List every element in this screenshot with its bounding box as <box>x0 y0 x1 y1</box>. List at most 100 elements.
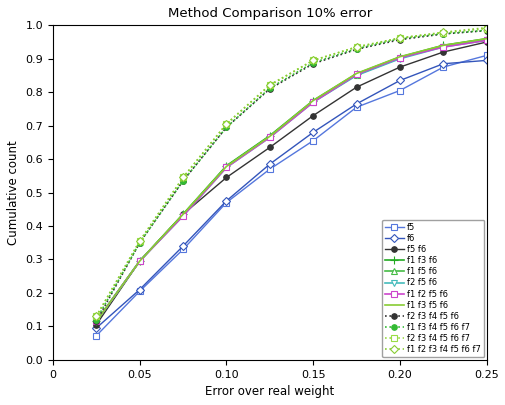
f2 f5 f6 <box>483 38 489 43</box>
f1 f2 f3 f4 f5 f6 f7 <box>223 122 229 126</box>
f1 f3 f5 f6 <box>266 134 272 139</box>
f1 f3 f5 f6 <box>439 43 445 48</box>
f2 f5 f6 <box>266 135 272 140</box>
f2 f5 f6 <box>180 213 186 218</box>
f1 f3 f5 f6 <box>136 259 142 264</box>
Line: f1 f2 f5 f6: f1 f2 f5 f6 <box>93 38 488 324</box>
Legend: f5, f6, f5 f6, f1 f3 f6, f1 f5 f6, f2 f5 f6, f1 f2 f5 f6, f1 f3 f5 f6, f2 f3 f4 : f5, f6, f5 f6, f1 f3 f6, f1 f5 f6, f2 f5… <box>381 220 483 357</box>
f1 f3 f4 f5 f6 f7 <box>396 36 402 41</box>
f1 f2 f3 f4 f5 f6 f7 <box>483 25 489 30</box>
f5 <box>353 105 359 110</box>
f2 f3 f4 f5 f6 <box>353 47 359 52</box>
f1 f3 f6 <box>310 98 316 103</box>
f1 f2 f5 f6 <box>483 38 489 43</box>
f5 f6 <box>483 40 489 45</box>
f1 f3 f4 f5 f6 f7 <box>483 28 489 33</box>
f2 f3 f4 f5 f6 <box>223 125 229 130</box>
f2 f3 f4 f5 f6 <box>310 61 316 66</box>
f2 f5 f6 <box>310 100 316 104</box>
f5 f6 <box>310 113 316 118</box>
f1 f3 f6 <box>266 133 272 138</box>
f1 f2 f3 f4 f5 f6 f7 <box>310 58 316 63</box>
f2 f3 f4 f5 f6 f7 <box>136 239 142 243</box>
f1 f3 f6 <box>180 212 186 217</box>
f2 f5 f6 <box>439 45 445 49</box>
f2 f5 f6 <box>136 259 142 264</box>
f2 f3 f4 f5 f6 f7 <box>93 314 99 319</box>
f1 f2 f5 f6 <box>310 100 316 104</box>
f1 f3 f5 f6 <box>310 98 316 103</box>
f1 f3 f4 f5 f6 f7 <box>223 125 229 130</box>
f1 f5 f6 <box>93 319 99 324</box>
f1 f3 f6 <box>353 71 359 76</box>
f5 f6 <box>180 212 186 217</box>
f5 <box>136 289 142 294</box>
f5 <box>223 200 229 205</box>
f5 f6 <box>93 322 99 327</box>
f2 f3 f4 f5 f6 f7 <box>439 30 445 35</box>
Line: f1 f3 f6: f1 f3 f6 <box>92 34 490 326</box>
f1 f2 f3 f4 f5 f6 f7 <box>266 82 272 87</box>
f5 f6 <box>266 145 272 150</box>
f5 f6 <box>396 65 402 70</box>
Line: f5: f5 <box>93 53 488 339</box>
f1 f5 f6 <box>483 37 489 42</box>
f1 f5 f6 <box>396 55 402 60</box>
f1 f3 f5 f6 <box>93 319 99 324</box>
Line: f1 f5 f6: f1 f5 f6 <box>93 36 488 324</box>
f1 f3 f6 <box>136 259 142 264</box>
f5 <box>396 88 402 93</box>
f2 f5 f6 <box>223 165 229 170</box>
f2 f3 f4 f5 f6 <box>439 32 445 36</box>
f1 f2 f5 f6 <box>223 165 229 170</box>
f1 f2 f3 f4 f5 f6 f7 <box>353 45 359 49</box>
f1 f3 f4 f5 f6 f7 <box>310 60 316 65</box>
f2 f3 f4 f5 f6 <box>266 86 272 91</box>
f1 f2 f3 f4 f5 f6 f7 <box>396 36 402 41</box>
f1 f2 f5 f6 <box>136 259 142 264</box>
f1 f3 f4 f5 f6 f7 <box>136 240 142 245</box>
f1 f3 f5 f6 <box>180 212 186 217</box>
Line: f2 f5 f6: f2 f5 f6 <box>93 38 488 324</box>
f6 <box>310 130 316 135</box>
f5 <box>266 167 272 172</box>
f1 f5 f6 <box>266 134 272 139</box>
Y-axis label: Cumulative count: Cumulative count <box>7 140 20 245</box>
f6 <box>396 78 402 83</box>
Line: f5 f6: f5 f6 <box>93 39 488 327</box>
f6 <box>136 287 142 292</box>
f1 f3 f4 f5 f6 f7 <box>93 317 99 322</box>
f5 f6 <box>439 49 445 54</box>
f2 f3 f4 f5 f6 f7 <box>223 122 229 126</box>
f6 <box>93 326 99 330</box>
f1 f2 f3 f4 f5 f6 f7 <box>180 175 186 180</box>
f1 f2 f5 f6 <box>266 135 272 140</box>
f1 f2 f5 f6 <box>93 319 99 324</box>
Line: f1 f3 f5 f6: f1 f3 f5 f6 <box>96 38 486 321</box>
f2 f3 f4 f5 f6 f7 <box>353 45 359 49</box>
f1 f3 f6 <box>223 163 229 168</box>
f2 f5 f6 <box>93 319 99 324</box>
f2 f3 f4 f5 f6 f7 <box>310 58 316 63</box>
f1 f5 f6 <box>353 72 359 77</box>
f1 f3 f4 f5 f6 f7 <box>439 31 445 36</box>
f1 f2 f5 f6 <box>180 213 186 218</box>
f2 f3 f4 f5 f6 f7 <box>396 36 402 41</box>
f5 f6 <box>353 85 359 90</box>
f1 f3 f5 f6 <box>223 164 229 169</box>
f1 f5 f6 <box>310 99 316 104</box>
Line: f1 f2 f3 f4 f5 f6 f7: f1 f2 f3 f4 f5 f6 f7 <box>93 25 488 319</box>
f6 <box>180 244 186 249</box>
f1 f3 f4 f5 f6 f7 <box>353 46 359 51</box>
f1 f2 f3 f4 f5 f6 f7 <box>439 30 445 35</box>
f1 f2 f5 f6 <box>396 55 402 60</box>
f2 f3 f4 f5 f6 <box>180 178 186 183</box>
f1 f3 f6 <box>396 55 402 60</box>
f1 f2 f3 f4 f5 f6 f7 <box>93 314 99 319</box>
f2 f3 f4 f5 f6 f7 <box>483 26 489 31</box>
X-axis label: Error over real weight: Error over real weight <box>205 385 334 398</box>
Title: Method Comparison 10% error: Method Comparison 10% error <box>167 7 371 20</box>
Line: f2 f3 f4 f5 f6: f2 f3 f4 f5 f6 <box>93 28 488 324</box>
Line: f6: f6 <box>93 58 488 331</box>
f1 f5 f6 <box>223 164 229 169</box>
